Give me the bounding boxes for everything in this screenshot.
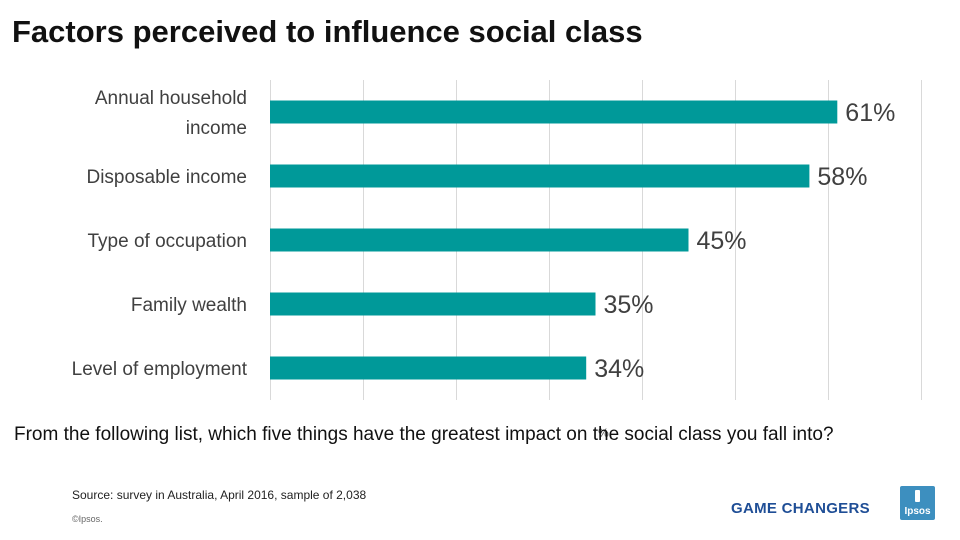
data-label: 34% bbox=[594, 355, 644, 383]
game-changers-tagline: GAME CHANGERS bbox=[731, 500, 870, 517]
chart-title: Factors perceived to influence social cl… bbox=[12, 14, 643, 49]
bar bbox=[270, 228, 689, 252]
logo-mark-icon bbox=[915, 490, 920, 502]
category-label: Family wealth bbox=[131, 295, 247, 316]
category-label-line: Type of occupation bbox=[88, 231, 248, 252]
bar-chart: 61% Annual household income 58% Disposable i… bbox=[72, 80, 922, 440]
logo-text: Ipsos bbox=[904, 506, 931, 517]
category-label-line: Annual household bbox=[95, 88, 247, 109]
bar bbox=[270, 356, 587, 380]
source-note: Source: survey in Australia, April 2016,… bbox=[72, 488, 367, 502]
bar bbox=[270, 164, 810, 188]
survey-question: From the following list, which five thin… bbox=[14, 424, 834, 445]
data-label: 61% bbox=[845, 99, 895, 127]
category-label: Disposable income bbox=[86, 167, 247, 188]
ipsos-logo: Ipsos bbox=[900, 486, 935, 520]
category-label-line: income bbox=[186, 118, 247, 139]
category-label: Annual household income bbox=[95, 88, 247, 139]
copyright-note: ©Ipsos. bbox=[72, 514, 103, 524]
x-axis-label: % bbox=[598, 426, 609, 440]
category-label-line: Level of employment bbox=[72, 359, 248, 380]
category-label: Level of employment bbox=[72, 359, 248, 380]
category-label: Type of occupation bbox=[88, 231, 248, 252]
data-label: 35% bbox=[604, 291, 654, 319]
data-label: 58% bbox=[817, 163, 867, 191]
data-label: 45% bbox=[697, 227, 747, 255]
category-label-line: Family wealth bbox=[131, 295, 247, 316]
bar bbox=[270, 292, 596, 316]
category-label-line: Disposable income bbox=[86, 167, 247, 188]
bar bbox=[270, 100, 838, 124]
